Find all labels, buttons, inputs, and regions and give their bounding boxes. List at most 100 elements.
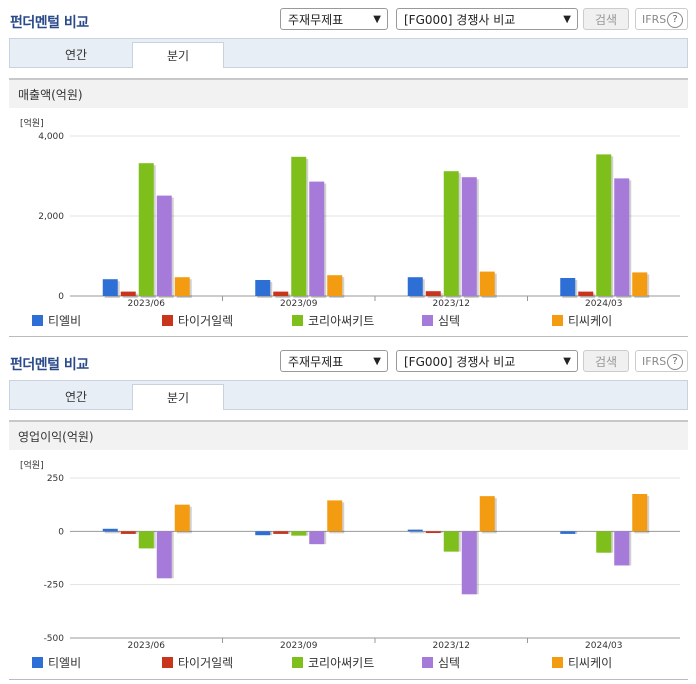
legend-item[interactable]: 심텍 [422,655,460,671]
revenue-chart: [억원] 0 2,000 4,000 2023/06 2023/09 2023/12 2024… [20,117,680,308]
legend-item[interactable]: 티엘비 [32,655,81,671]
peer-select[interactable]: [FG000] 경쟁사 비교 ▼ [396,8,578,30]
help-icon[interactable]: ? [667,12,683,28]
x-tick-label: 2023/06 [128,299,166,308]
y-tick-label: 0 [58,527,64,537]
peer-select-value: [FG000] 경쟁사 비교 [404,13,516,27]
ifrs-label: IFRS [642,13,667,26]
panel-title: 펀더멘털 비교 [10,357,89,373]
legend-swatch [422,315,433,326]
fundamental-panel-revenue: 펀더멘털 비교 주재무제표 ▼ [FG000] 경쟁사 비교 ▼ 검색 IFRS… [0,0,696,340]
panel-header: 펀더멘털 비교 주재무제표 ▼ [FG000] 경쟁사 비교 ▼ 검색 IFRS… [0,342,696,380]
legend-item[interactable]: 티엘비 [32,313,81,329]
panel-title: 펀더멘털 비교 [10,15,89,31]
bar [479,271,495,296]
peer-select-value: [FG000] 경쟁사 비교 [404,355,516,369]
legend-swatch [32,315,43,326]
y-tick-label: 2,000 [38,212,64,222]
search-button[interactable]: 검색 [583,350,629,372]
bar [273,291,289,296]
bar-shadow [104,530,120,534]
period-tabs: 연간 분기 [9,380,688,410]
legend-item[interactable]: 코리아써키트 [292,313,374,329]
section-header: 매출액(억원) [9,78,688,108]
bar [174,504,190,532]
legend-item[interactable]: 티씨케이 [552,313,612,329]
bar [614,531,630,566]
unit-label: [억원] [20,117,44,129]
search-button[interactable]: 검색 [583,8,629,30]
statement-select[interactable]: 주재무제표 ▼ [280,8,388,30]
x-tick-label: 2023/06 [128,641,166,650]
bar [578,291,594,296]
chevron-down-icon: ▼ [373,356,381,367]
bar [291,531,307,536]
bar [479,496,495,532]
bar [425,291,441,296]
tab-annual[interactable]: 연간 [64,48,88,62]
tab-annual[interactable]: 연간 [64,390,88,404]
y-tick-label: -500 [44,634,65,644]
bar [309,181,325,296]
bar [461,177,477,296]
legend-label: 코리아써키트 [308,656,375,670]
x-tick-label: 2024/03 [585,299,622,308]
legend-label: 티엘비 [48,656,82,670]
ifrs-label: IFRS [642,355,667,368]
bar [614,178,630,296]
legend-item[interactable]: 타이거일렉 [162,655,233,671]
period-tabs: 연간 분기 [9,38,688,68]
bar [273,531,289,534]
bar [632,272,648,296]
section-title: 매출액(억원) [18,88,83,102]
divider [9,336,688,337]
bar [461,531,477,595]
legend-item[interactable]: 코리아써키트 [292,655,374,671]
legend-swatch [32,657,43,668]
bar [255,531,271,536]
statement-select-value: 주재무제표 [288,355,344,369]
legend-swatch [162,315,173,326]
statement-select[interactable]: 주재무제표 ▼ [280,350,388,372]
x-tick-label: 2023/12 [433,641,470,650]
bar [443,531,459,552]
bar [407,529,423,532]
bar [102,528,118,532]
y-tick-label: 250 [47,474,64,484]
bar [596,531,612,553]
legend-item[interactable]: 티씨케이 [552,655,612,671]
section-header: 영업이익(억원) [9,420,688,450]
bar [560,278,576,296]
tab-quarterly[interactable]: 분기 [132,384,224,410]
bar [309,531,325,545]
bar [255,280,271,296]
bar [632,494,648,532]
legend-swatch [552,315,563,326]
legend-swatch [162,657,173,668]
legend-item[interactable]: 심텍 [422,313,460,329]
bar [102,279,118,296]
bar [138,531,154,549]
chart-legend: 티엘비 타이거일렉 코리아써키트 심텍 티씨케이 [0,313,696,331]
ifrs-button[interactable]: IFRS ? [635,350,688,372]
x-tick-label: 2023/12 [433,299,470,308]
legend-label: 타이거일렉 [178,656,234,670]
peer-select[interactable]: [FG000] 경쟁사 비교 ▼ [396,350,578,372]
legend-label: 심텍 [438,656,461,670]
chart-legend: 티엘비 타이거일렉 코리아써키트 심텍 티씨케이 [0,655,696,673]
bar-shadow [409,531,425,534]
bar [327,500,343,532]
bar [560,531,576,534]
bar [407,277,423,296]
ifrs-button[interactable]: IFRS ? [635,8,688,30]
tab-quarterly[interactable]: 분기 [132,42,224,68]
legend-swatch [292,657,303,668]
operating-profit-chart: [억원] -500 -250 0 250 2023/06 2023/09 2023/12 202… [20,459,680,650]
unit-label: [억원] [20,459,44,471]
help-icon[interactable]: ? [667,354,683,370]
bar [120,531,136,534]
x-tick-label: 2024/03 [585,641,622,650]
chevron-down-icon: ▼ [373,14,381,25]
legend-item[interactable]: 타이거일렉 [162,313,233,329]
y-tick-label: 4,000 [38,132,64,142]
